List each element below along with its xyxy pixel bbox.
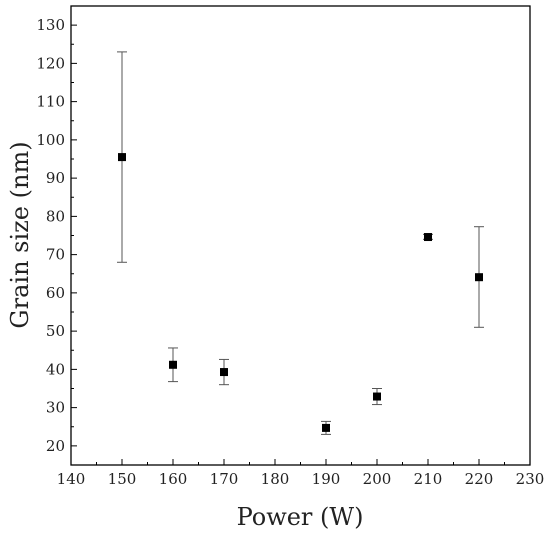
y-tick-label: 110 <box>36 93 65 111</box>
data-point <box>475 273 483 282</box>
data-point <box>118 153 126 162</box>
data-point <box>220 368 228 377</box>
y-tick-label: 50 <box>46 322 65 340</box>
data-point <box>322 423 330 432</box>
y-tick-label: 40 <box>46 360 65 378</box>
data-point <box>169 360 177 369</box>
y-tick-label: 130 <box>36 16 65 34</box>
y-tick-label: 20 <box>46 437 65 455</box>
y-axis-title: Grain size (nm) <box>6 141 34 328</box>
plot-frame <box>70 5 531 466</box>
x-tick-label: 170 <box>210 470 239 488</box>
x-tick-label: 180 <box>261 470 290 488</box>
data-point <box>373 392 381 401</box>
x-tick-label: 140 <box>57 470 86 488</box>
x-tick-label: 230 <box>516 470 545 488</box>
x-tick-label: 150 <box>108 470 137 488</box>
y-tick-label: 120 <box>36 54 65 72</box>
y-tick-label: 70 <box>46 246 65 264</box>
x-tick-label: 210 <box>414 470 443 488</box>
x-tick-label: 220 <box>465 470 494 488</box>
x-tick-label: 190 <box>312 470 341 488</box>
x-tick-label: 160 <box>159 470 188 488</box>
ticks-layer: 140 150 160 170 180 190 200 210 220 230 20 30 40 50 60… <box>36 16 544 488</box>
x-tick-label: 200 <box>363 470 392 488</box>
y-tick-label: 90 <box>46 169 65 187</box>
y-tick-label: 30 <box>46 399 65 417</box>
y-tick-label: 100 <box>36 131 65 149</box>
y-tick-label: 60 <box>46 284 65 302</box>
y-tick-label: 80 <box>46 207 65 225</box>
data-point <box>424 233 432 242</box>
error-bars <box>117 51 484 435</box>
x-axis-title: Power (W) <box>237 503 364 531</box>
data-points <box>118 153 483 432</box>
